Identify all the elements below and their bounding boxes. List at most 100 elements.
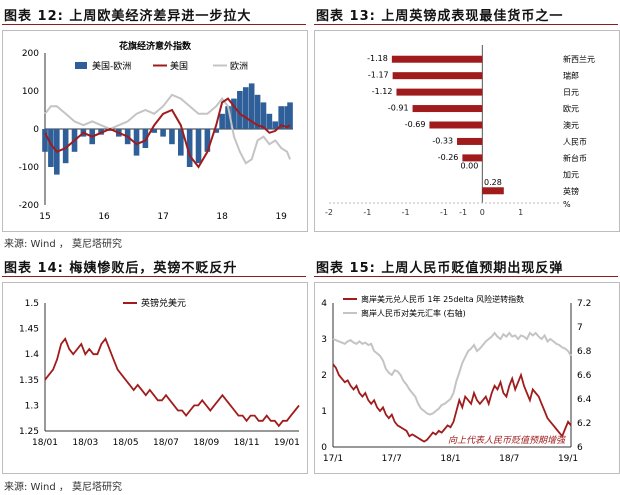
fig12-area-bar xyxy=(204,129,211,152)
fig13-value-label: -1.18 xyxy=(367,54,388,63)
fig14-legend-label: 英镑兑美元 xyxy=(141,297,186,309)
fig13-value-label: 0.28 xyxy=(484,178,502,187)
fig13-bar xyxy=(462,154,483,162)
fig13-bar xyxy=(392,72,483,80)
fig12-legend-label: 美国 xyxy=(170,60,188,72)
fig12-area-bar xyxy=(231,98,237,129)
fig13-value-label: -0.69 xyxy=(405,120,426,129)
fig13-bar xyxy=(429,121,483,129)
fig13-bar xyxy=(457,137,483,145)
fig12-ytick: -100 xyxy=(19,163,40,173)
fig12-area-bar xyxy=(48,129,54,167)
fig13-category-label: 人民币 xyxy=(563,137,587,146)
fig15-ytick: 1 xyxy=(321,407,327,417)
fig15-line-cnh xyxy=(332,331,572,416)
fig12-area-bar xyxy=(266,113,273,129)
fig15-y2tick: 6.2 xyxy=(577,419,591,429)
fig12-xtick: 15 xyxy=(39,212,50,222)
fig14-ytick: 1.45 xyxy=(19,325,39,335)
fig12-xtick: 18 xyxy=(216,212,228,222)
fig15-y2tick: 7 xyxy=(577,323,583,333)
fig13-value-label: 0.00 xyxy=(461,161,479,170)
fig13-value-label: -0.91 xyxy=(388,104,409,113)
fig14-xtick: 18/05 xyxy=(113,438,139,448)
fig15-xtick: 19/1 xyxy=(558,454,578,464)
fig13-category-label: 加元 xyxy=(563,169,579,179)
fig15-y2tick: 6.8 xyxy=(577,347,592,357)
fig12-area-bar xyxy=(169,129,175,145)
fig12-area-bar xyxy=(213,129,220,133)
fig15-legend-label-2: 离岸人民币对美元汇率 (右轴) xyxy=(361,308,466,318)
fig14-xtick: 18/09 xyxy=(193,438,219,448)
fig12-area-bar xyxy=(160,129,166,137)
fig13-category-label: 新西兰元 xyxy=(563,54,595,64)
fig15-y2tick: 6.4 xyxy=(577,395,592,405)
fig15-xtick: 18/7 xyxy=(499,454,519,464)
fig12-xtick: 17 xyxy=(157,212,168,222)
fig12-xtick: 19 xyxy=(275,212,287,222)
fig12-area-bar xyxy=(62,129,69,164)
fig14-xtick: 18/11 xyxy=(234,438,260,448)
fig13-bar xyxy=(482,187,504,195)
source-bottom: 来源: Wind ， 莫尼塔研究 xyxy=(4,482,123,493)
fig15-annotation: 向上代表人民币贬值预期增强 xyxy=(448,435,566,446)
fig15-ytick: 3 xyxy=(321,335,327,345)
fig15-legend-label-1: 离岸美元兑人民币 1年 25delta 风险逆转指数 xyxy=(361,294,524,304)
fig12-area-bar xyxy=(237,91,243,129)
fig12-area-bar xyxy=(42,129,48,152)
fig15-y2tick: 6.6 xyxy=(577,371,592,381)
fig13-xlabel: % xyxy=(563,200,571,209)
fig13-bar xyxy=(391,55,483,63)
fig13-xtick: -1 xyxy=(440,208,448,217)
fig12-area-bar xyxy=(178,129,184,156)
fig12-ytick: 100 xyxy=(22,87,39,97)
fig14-ytick: 1.5 xyxy=(25,299,39,309)
fig12-line-europe xyxy=(44,93,291,165)
fig13-category-label: 澳元 xyxy=(563,120,579,130)
fig13-xtick: 0 xyxy=(480,208,485,217)
fig12-xtick: 16 xyxy=(98,212,110,222)
fig13-chart: -1.18 新西兰元 -1.17 瑞郎 -1.12 日元 -0.91 欧元 -0.69 澳元 -0.… xyxy=(325,45,595,217)
fig15-line-riskreversal xyxy=(332,363,572,443)
fig12-area-bar xyxy=(278,106,284,129)
fig12-legend-swatch xyxy=(75,62,87,69)
fig14-header: 图表 14: 梅姨惨败后，英镑不贬反升 xyxy=(2,254,306,277)
fig12-area-bar xyxy=(219,113,225,129)
fig15-xtick: 18/1 xyxy=(440,454,460,464)
fig14-xtick: 18/01 xyxy=(32,438,58,448)
fig12-area-bar xyxy=(254,94,261,129)
fig14-title: 图表 14: 梅姨惨败后，英镑不贬反升 xyxy=(4,261,238,276)
fig12-area-bar xyxy=(284,106,290,129)
fig12-legend-label: 欧洲 xyxy=(230,60,248,72)
fig15-title: 图表 15: 上周人民币贬值预期出现反弹 xyxy=(316,261,564,276)
fig15-header: 图表 15: 上周人民币贬值预期出现反弹 xyxy=(314,254,618,277)
fig13-value-label: -0.26 xyxy=(438,153,459,162)
fig14-panel: 1.5 1.45 1.4 1.35 1.3 1.25 18/01 18/03 18/05 18/0… xyxy=(2,282,308,474)
fig12-area-bar xyxy=(248,83,255,129)
fig13-category-label: 欧元 xyxy=(563,104,579,114)
fig12-area-bar xyxy=(186,129,193,167)
fig15-ytick: 0 xyxy=(321,443,327,453)
fig15-y2tick: 7.2 xyxy=(577,299,591,309)
fig13-panel: -1.18 新西兰元 -1.17 瑞郎 -1.12 日元 -0.91 欧元 -0.69 澳元 -0.… xyxy=(314,30,620,232)
fig13-bar xyxy=(412,105,483,113)
fig13-value-label: -1.17 xyxy=(368,71,389,80)
fig12-line-us xyxy=(44,97,291,169)
fig12-area-bar xyxy=(287,102,293,129)
fig15-ytick: 2 xyxy=(321,371,327,381)
fig12-area-bar xyxy=(151,129,158,133)
fig14-line-gbpusd xyxy=(44,337,300,428)
source-top: 来源: Wind ， 莫尼塔研究 xyxy=(4,239,123,250)
fig14-xtick: 18/03 xyxy=(72,438,98,448)
fig12-area-bar xyxy=(225,106,231,129)
fig14-ytick: 1.3 xyxy=(25,401,39,411)
fig13-category-label: 日元 xyxy=(563,88,579,97)
fig15-y2tick: 6 xyxy=(577,443,583,453)
fig12-area-bar xyxy=(133,129,140,156)
fig13-category-label: 新台币 xyxy=(563,153,587,163)
fig13-value-label: -1.12 xyxy=(372,87,393,96)
fig13-xtick: 1 xyxy=(518,208,523,217)
fig13-title: 图表 13: 上周英镑成表现最佳货币之一 xyxy=(316,9,564,24)
